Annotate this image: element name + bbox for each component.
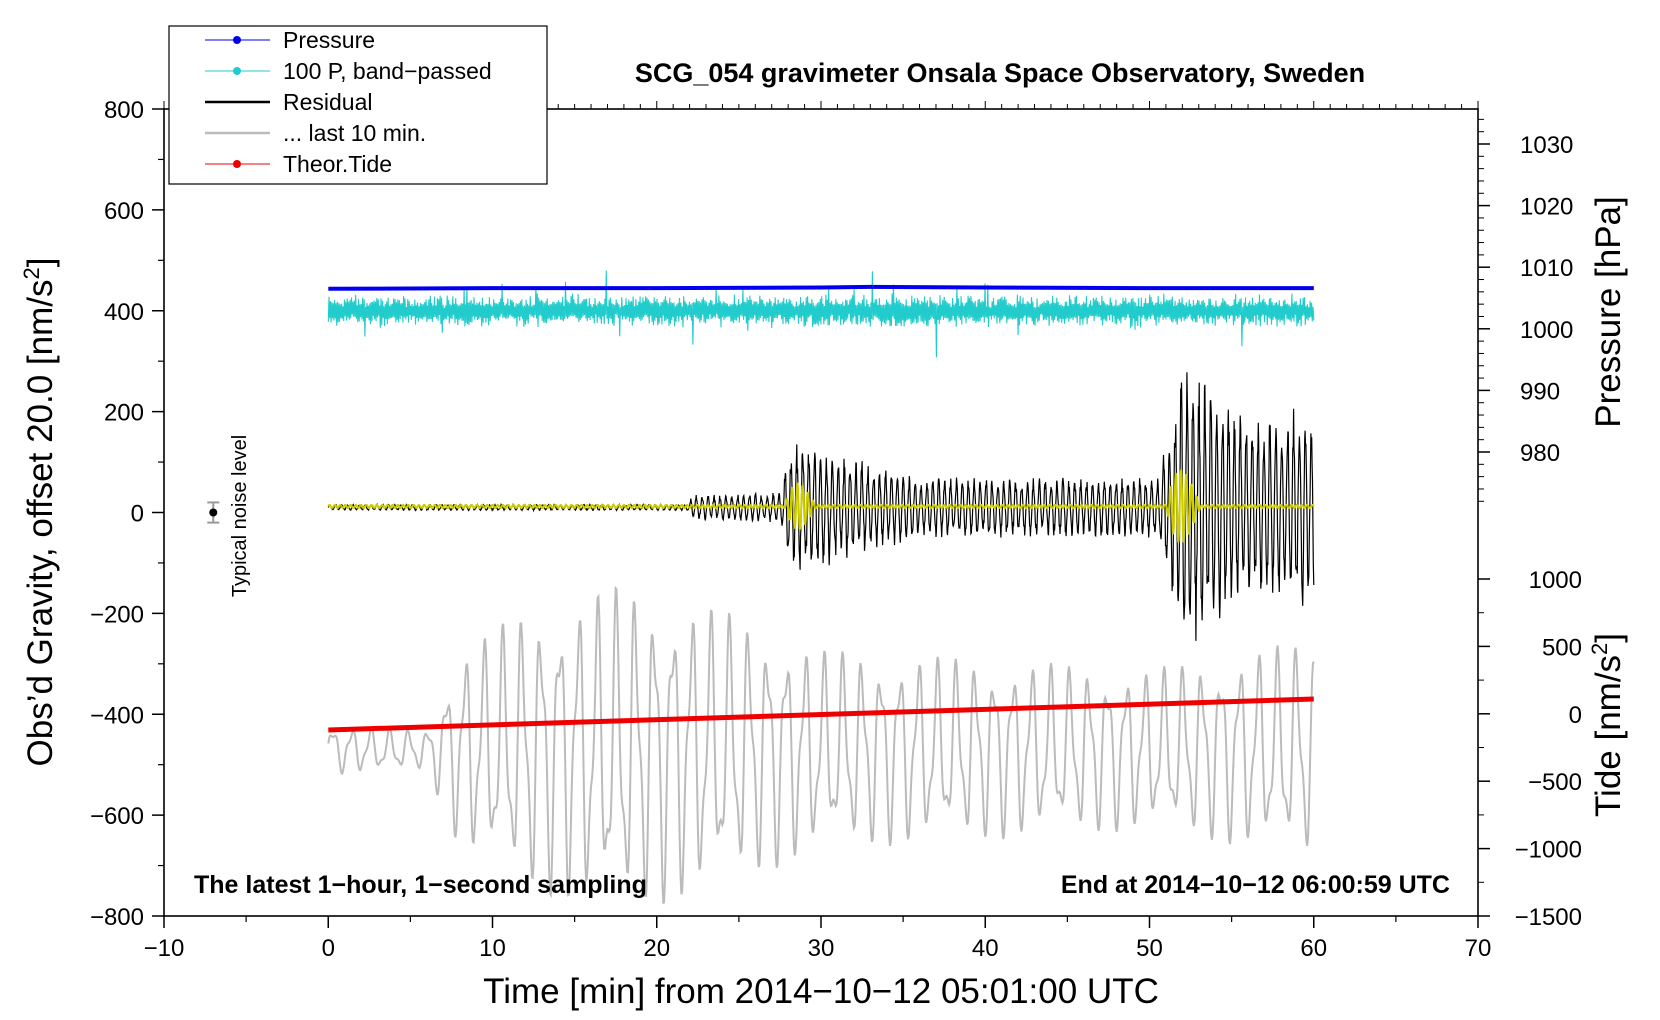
x-tick-label: 70	[1465, 935, 1492, 962]
tide-tick-label: 500	[1542, 634, 1582, 661]
noise-marker	[209, 508, 218, 517]
chart-title: SCG_054 gravimeter Onsala Space Observat…	[635, 58, 1365, 88]
pressure-tick-label: 1020	[1520, 194, 1573, 221]
y-tick-label: 800	[104, 97, 144, 124]
pressure-tick-label: 1030	[1520, 132, 1573, 159]
pressure-tick-label: 980	[1520, 440, 1560, 467]
x-tick-label: 0	[322, 935, 335, 962]
y-tick-label: −600	[90, 803, 144, 830]
legend-marker	[233, 67, 241, 75]
plot-frame	[163, 108, 1479, 917]
tide-tick-label: −500	[1528, 769, 1582, 796]
legend-label: 100 P, band−passed	[283, 58, 492, 84]
legend-marker	[233, 160, 241, 168]
legend-label: Pressure	[283, 27, 375, 53]
y-axis-label-end: ]	[21, 258, 60, 268]
tide-axis-label-end: ]	[1589, 633, 1628, 643]
pressure-axis-label: Pressure [hPa]	[1589, 196, 1628, 428]
residual-line	[327, 372, 1315, 641]
legend-marker	[233, 36, 241, 44]
pressure-tick-label: 1010	[1520, 255, 1573, 282]
y-tick-label: −800	[90, 904, 144, 931]
sampling-annotation: The latest 1−hour, 1−second sampling	[194, 871, 647, 899]
x-tick-label: 10	[479, 935, 506, 962]
pressure-line	[328, 284, 1314, 291]
x-tick-label: 30	[808, 935, 835, 962]
y-axis-label-sup: 2	[19, 267, 44, 279]
y-axis-label: Obs’d Gravity, offset 20.0 [nm/s2]	[19, 258, 60, 767]
y-tick-label: −400	[90, 702, 144, 729]
x-tick-label: 60	[1300, 935, 1327, 962]
tide-tick-label: −1000	[1515, 837, 1582, 864]
noise-level-label: Typical noise level	[229, 435, 251, 597]
end-time-annotation: End at 2014−10−12 06:00:59 UTC	[1061, 871, 1450, 899]
x-tick-label: 20	[643, 935, 670, 962]
legend-label: ... last 10 min.	[283, 120, 426, 146]
x-axis-label: Time [min] from 2014−10−12 05:01:00 UTC	[483, 972, 1159, 1011]
tide-tick-label: −1500	[1515, 904, 1582, 931]
bandpassed-pressure-line	[327, 270, 1315, 358]
y-tick-label: −200	[90, 601, 144, 628]
pressure-tick-label: 990	[1520, 378, 1560, 405]
x-tick-label: 50	[1136, 935, 1163, 962]
legend-label: Residual	[283, 89, 373, 115]
tide-axis-label: Tide [nm/s2]	[1587, 633, 1628, 817]
pressure-tick-label: 1000	[1520, 317, 1573, 344]
tide-axis-label-main: Tide [nm/s	[1589, 655, 1628, 817]
y-tick-label: 0	[131, 501, 144, 528]
x-tick-label: 40	[972, 935, 999, 962]
theoretical-tide-line	[328, 696, 1314, 733]
series-layer	[207, 270, 1315, 904]
tide-axis-label-sup: 2	[1587, 643, 1612, 655]
y-tick-label: 200	[104, 400, 144, 427]
tide-tick-label: 1000	[1529, 567, 1582, 594]
y-axis-label-main: Obs’d Gravity, offset 20.0 [nm/s	[21, 280, 60, 767]
axes-layer: −10 0 10 20 30 40 50 60 708006004002000−200−400−…	[90, 97, 1582, 962]
tide-tick-label: 0	[1569, 702, 1582, 729]
legend-box	[168, 25, 548, 185]
y-tick-label: 600	[104, 198, 144, 225]
legend: Pressure 100 P, band−passed Residual ... la…	[168, 25, 548, 185]
last-10-min-line	[327, 585, 1315, 904]
legend-label: Theor.Tide	[283, 151, 392, 177]
filtered-residual-line	[327, 469, 1315, 543]
x-tick-label: −10	[144, 935, 185, 962]
y-tick-label: 400	[104, 299, 144, 326]
